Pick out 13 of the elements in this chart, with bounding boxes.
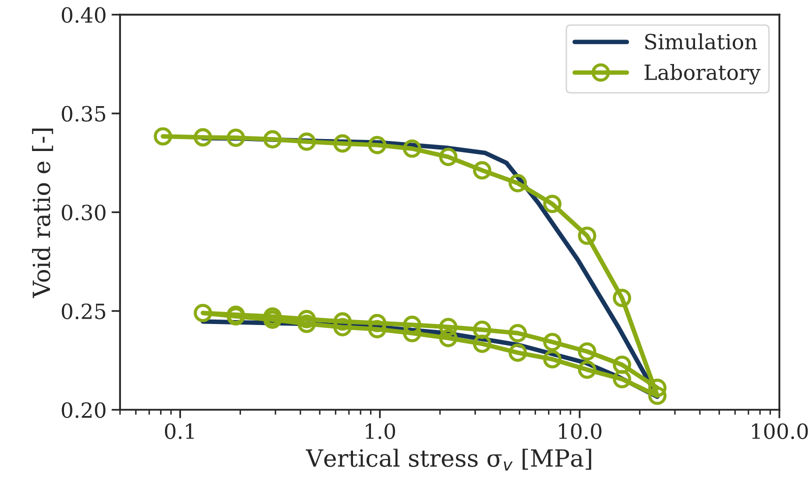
y-tick-label: 0.20 <box>62 402 106 418</box>
x-tick-label: 1.0 <box>366 423 396 440</box>
x-tick-label: 0.1 <box>164 423 194 440</box>
legend-label: Simulation <box>645 33 758 50</box>
y-tick-label: 0.40 <box>62 7 106 23</box>
y-tick-label: 0.25 <box>62 303 106 320</box>
y-axis-title: Void ratio e [-] <box>32 128 54 298</box>
x-tick-label: 10.0 <box>558 423 602 440</box>
y-tick-label: 0.30 <box>62 204 106 220</box>
x-tick-label: 100.0 <box>752 423 808 440</box>
legend-label: Laboratory <box>644 64 761 84</box>
y-tick-label: 0.35 <box>62 106 106 122</box>
x-axis-title: Vertical stress σ$_{v}$ [MPa] <box>306 448 592 471</box>
